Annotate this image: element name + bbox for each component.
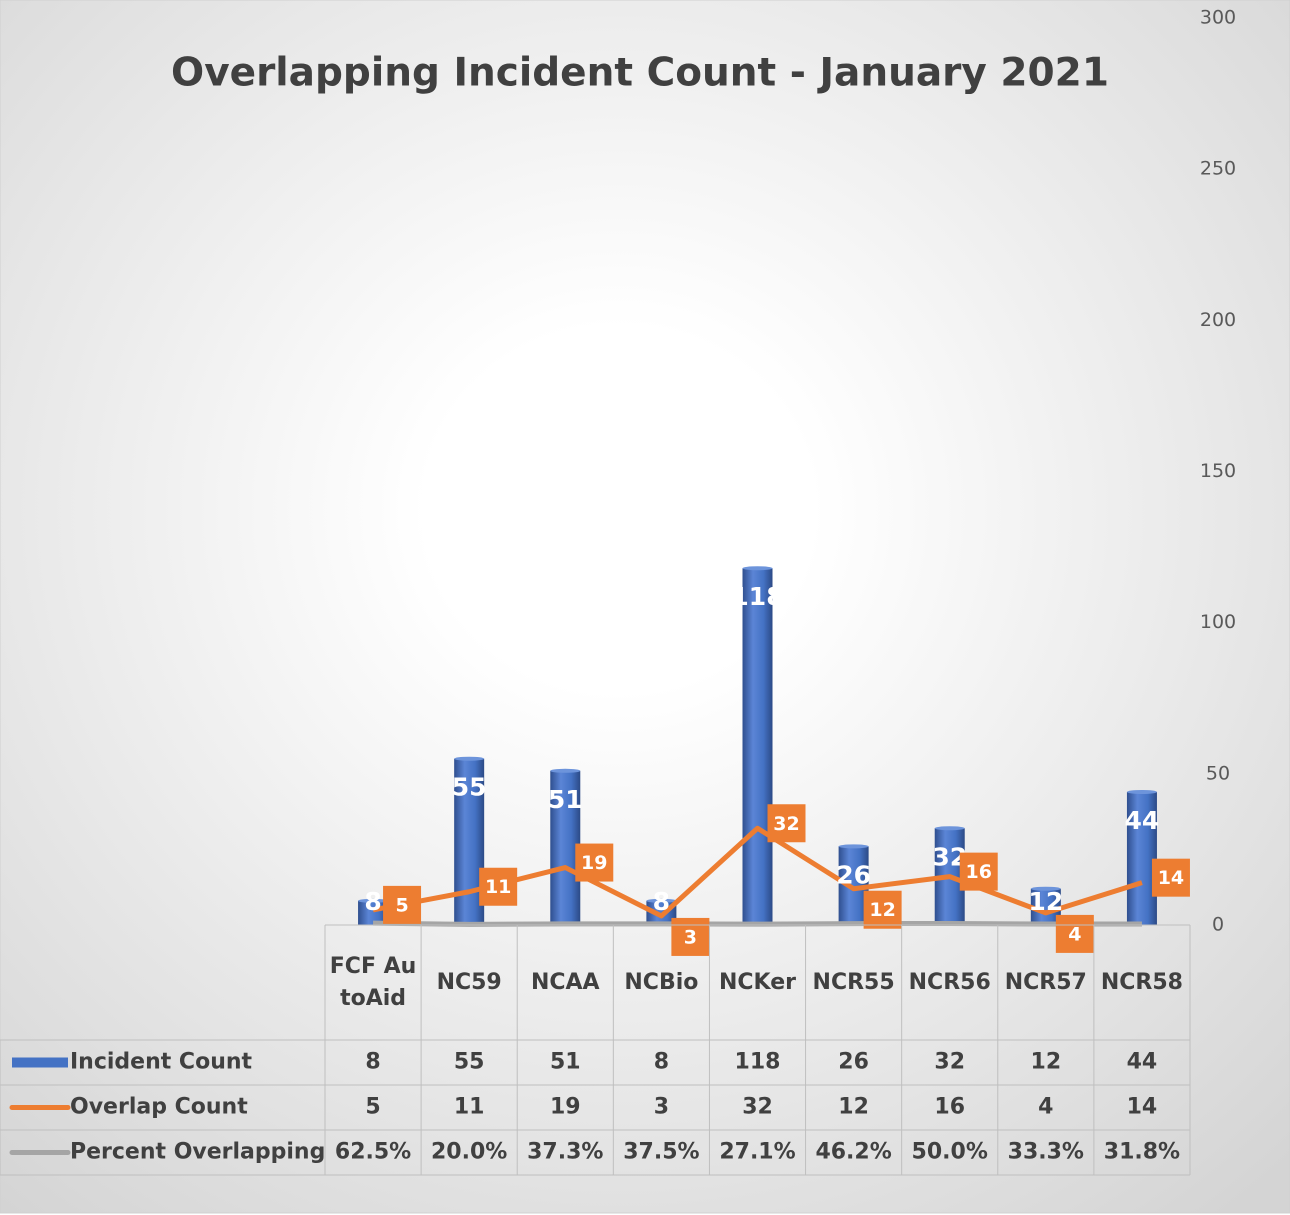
bar-value-label: 8 (364, 887, 381, 916)
line-value-label: 19 (581, 852, 607, 874)
bar-top (646, 898, 677, 903)
bar-top (550, 768, 581, 773)
bar-value-label: 26 (836, 860, 871, 889)
bar-top (934, 826, 965, 831)
x-tick-label: NCBio (624, 969, 699, 995)
x-tick-label: NCR56 (908, 969, 991, 995)
x-tick-cell: NCR58 (1100, 969, 1183, 995)
line-value-box (863, 890, 902, 929)
x-tick-cell: NCBio (624, 969, 699, 995)
chart-title: Overlapping Incident Count - January 202… (171, 51, 1109, 96)
bar-top (742, 566, 773, 571)
line-value-label: 11 (485, 876, 511, 898)
bar-value-label: 44 (1125, 806, 1160, 835)
x-tick-cell: NCR55 (812, 969, 895, 995)
table-value: 55 (454, 1050, 485, 1075)
y-tick-label: 50 (1206, 762, 1230, 784)
bar-value-label: 8 (653, 887, 670, 916)
line-value-label: 5 (395, 894, 408, 916)
table-value: 19 (550, 1095, 581, 1120)
line-value-label: 16 (965, 861, 991, 883)
table-value: 51 (550, 1050, 581, 1075)
x-tick-cell: NCKer (718, 969, 796, 995)
table-value: 33.3% (1008, 1140, 1084, 1165)
line-value-box (479, 867, 518, 906)
line-value-label: 3 (684, 926, 697, 948)
x-tick-label: NCR55 (812, 969, 895, 995)
table-value: 5 (365, 1095, 380, 1120)
x-tick-cell: NCR56 (908, 969, 991, 995)
bar-top (1126, 789, 1157, 794)
table-value: 12 (1031, 1050, 1062, 1075)
table-value: 4 (1038, 1095, 1053, 1120)
line-value-box (575, 843, 614, 882)
table-value: 50.0% (912, 1140, 988, 1165)
line-value-box (671, 917, 710, 956)
x-tick-label: FCF AutoAid (329, 953, 417, 1011)
table-value: 11 (454, 1095, 485, 1120)
bar-value-label: 12 (1028, 887, 1063, 916)
legend-label: Percent Overlapping (70, 1140, 325, 1165)
bar-value-label: 55 (452, 773, 487, 802)
legend-label: Incident Count (70, 1050, 253, 1075)
x-tick-cell: NCR57 (1004, 969, 1087, 995)
bar-top (454, 756, 485, 761)
x-tick-label: NC59 (436, 969, 502, 995)
table-value: 26 (838, 1050, 869, 1075)
table-value: 32 (934, 1050, 965, 1075)
bar-value-label: 118 (731, 582, 783, 611)
y-tick-label: 0 (1212, 914, 1224, 936)
table-value: 8 (654, 1050, 669, 1075)
table-value: 8 (365, 1050, 380, 1075)
bar-top (358, 898, 389, 903)
table-value: 118 (735, 1050, 781, 1075)
table-value: 32 (742, 1095, 773, 1120)
table-value: 62.5% (335, 1140, 411, 1165)
line-value-label: 4 (1068, 923, 1081, 945)
line-series (373, 920, 1142, 927)
x-tick-label: NCR57 (1004, 969, 1087, 995)
line-value-label: 14 (1158, 867, 1184, 889)
line-value-label: 32 (773, 813, 799, 835)
x-tick-cell: NCAA (530, 969, 600, 995)
y-tick-label: 200 (1200, 309, 1236, 331)
legend-label: Overlap Count (70, 1095, 248, 1120)
table-value: 37.5% (623, 1140, 699, 1165)
legend-key (12, 1057, 68, 1068)
x-tick-label: NCKer (718, 969, 796, 995)
line-value-box (767, 804, 806, 843)
line-value-box (1055, 914, 1094, 953)
bar-top (1030, 886, 1061, 891)
table-value: 27.1% (719, 1140, 795, 1165)
x-tick-cell: FCF AutoAid (329, 953, 417, 1011)
table-value: 20.0% (431, 1140, 507, 1165)
bar-value-label: 51 (548, 785, 583, 814)
line-value-box (959, 852, 998, 891)
bar-top (838, 844, 869, 849)
table-value: 16 (934, 1095, 965, 1120)
table-value: 3 (654, 1095, 669, 1120)
table-value: 12 (838, 1095, 869, 1120)
table-value: 14 (1127, 1095, 1158, 1120)
y-tick-label: 300 (1200, 7, 1236, 29)
line-value-box (383, 885, 422, 924)
table-value: 44 (1127, 1050, 1158, 1075)
y-tick-label: 250 (1200, 158, 1236, 180)
y-tick-label: 100 (1200, 611, 1236, 633)
x-tick-label: NCR58 (1100, 969, 1183, 995)
line-value-box (1151, 858, 1190, 897)
x-tick-label: NCAA (530, 969, 600, 995)
table-value: 37.3% (527, 1140, 603, 1165)
bar (742, 568, 773, 925)
y-tick-label: 150 (1200, 460, 1236, 482)
bar (1126, 791, 1157, 925)
x-tick-cell: NC59 (436, 969, 502, 995)
table-value: 31.8% (1104, 1140, 1180, 1165)
line-value-label: 12 (869, 899, 895, 921)
table-value: 46.2% (815, 1140, 891, 1165)
data-table: FCF AutoAid NC59 NCAA NCBio NCKer NCR55 NCR56 N… (0, 924, 1191, 1176)
